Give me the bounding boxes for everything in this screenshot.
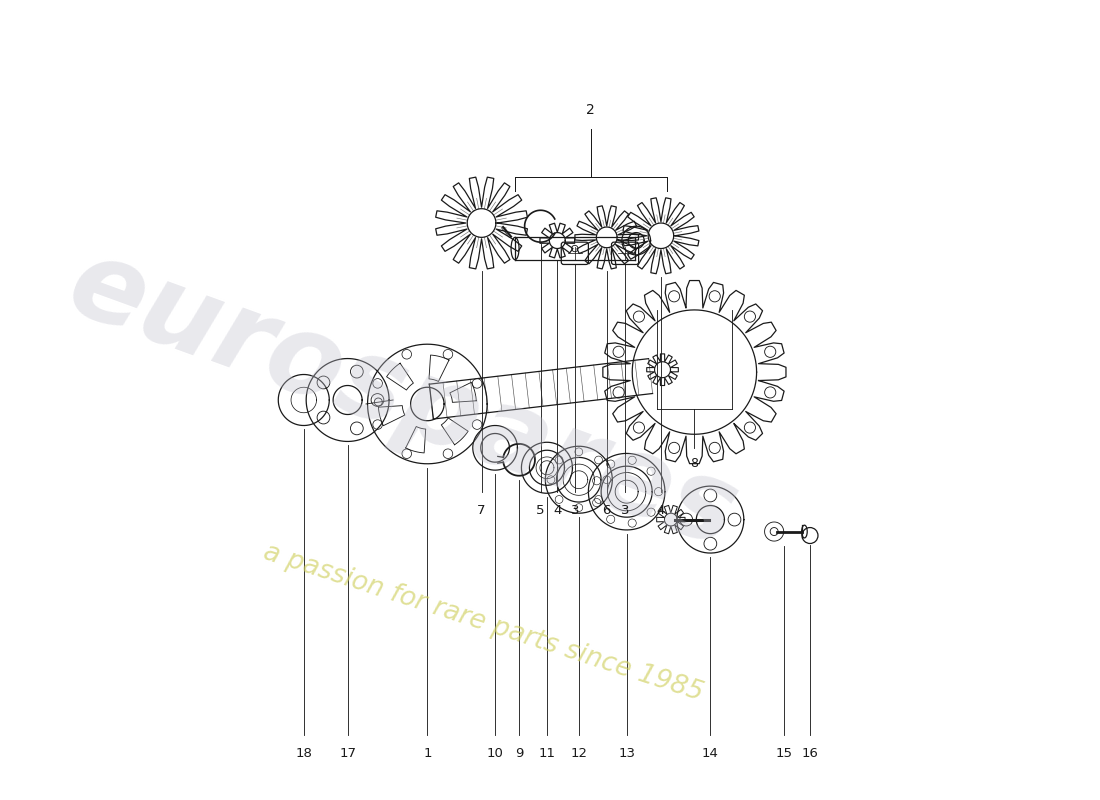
Text: 5: 5 [537,504,544,517]
Text: 13: 13 [618,746,635,760]
Text: 14: 14 [702,746,718,760]
Text: 3: 3 [620,504,629,517]
Text: 1: 1 [424,746,431,760]
Text: 2: 2 [586,103,595,117]
Text: 4: 4 [553,504,561,517]
Text: 8: 8 [691,458,698,470]
Text: 10: 10 [486,746,504,760]
Text: 9: 9 [515,746,524,760]
Text: 15: 15 [776,746,792,760]
Text: eurospares: eurospares [55,230,751,570]
Text: 4: 4 [657,504,665,517]
Text: 3: 3 [571,504,579,517]
Text: a passion for rare parts since 1985: a passion for rare parts since 1985 [260,540,706,706]
Text: 17: 17 [339,746,356,760]
Text: 18: 18 [295,746,312,760]
Text: 12: 12 [570,746,587,760]
Text: 6: 6 [603,504,611,517]
Text: 16: 16 [802,746,818,760]
Text: 11: 11 [538,746,556,760]
Text: 7: 7 [477,504,486,517]
